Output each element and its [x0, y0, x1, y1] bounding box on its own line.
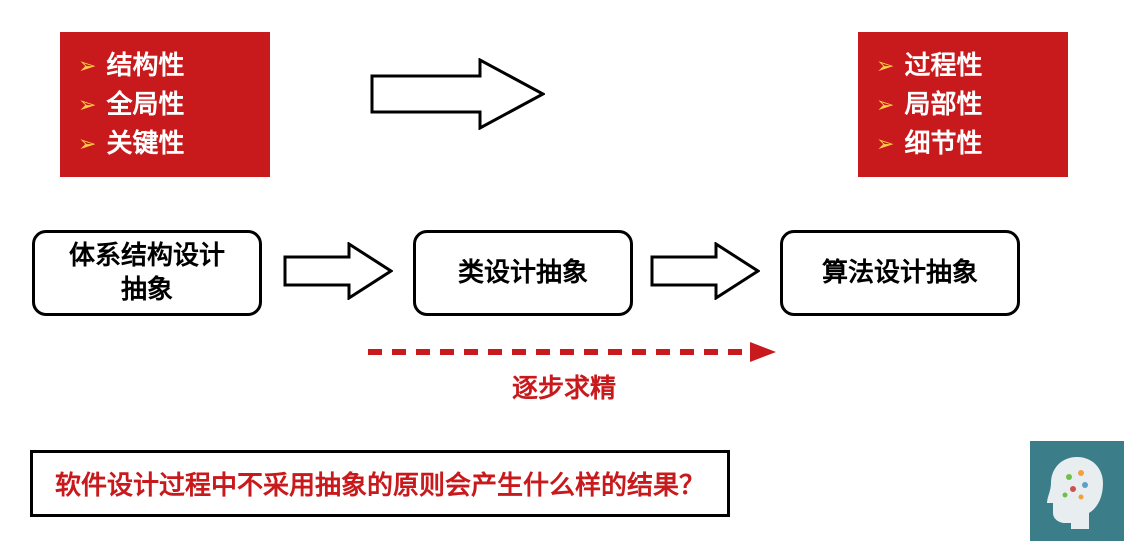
mid-arrow-icon [650, 242, 760, 300]
bullet-item: ➢ 过程性 [876, 46, 1050, 85]
bullet-label: 局部性 [904, 85, 982, 124]
chevron-icon: ➢ [78, 88, 96, 121]
caption-text: 逐步求精 [512, 373, 616, 403]
bullet-label: 关键性 [106, 124, 184, 163]
bullet-label: 过程性 [904, 46, 982, 85]
chevron-icon: ➢ [876, 127, 894, 160]
box-class: 类设计抽象 [413, 230, 633, 316]
caption-refine: 逐步求精 [512, 368, 616, 405]
chevron-icon: ➢ [78, 49, 96, 82]
question-box: 软件设计过程中不采用抽象的原则会产生什么样的结果？ [30, 450, 730, 517]
bullet-item: ➢ 关键性 [78, 124, 252, 163]
red-box-left: ➢ 结构性 ➢ 全局性 ➢ 关键性 [60, 32, 270, 177]
box-arch: 体系结构设计 抽象 [32, 230, 262, 316]
bullet-label: 全局性 [106, 85, 184, 124]
mid-arrow-icon [283, 242, 393, 300]
chevron-icon: ➢ [876, 88, 894, 121]
box-label: 算法设计抽象 [822, 256, 978, 290]
box-label: 类设计抽象 [458, 256, 588, 290]
chevron-icon: ➢ [876, 49, 894, 82]
dashed-arrow-icon [368, 340, 778, 364]
box-algo: 算法设计抽象 [780, 230, 1020, 316]
bullet-label: 细节性 [904, 124, 982, 163]
bullet-item: ➢ 结构性 [78, 46, 252, 85]
top-arrow-icon [370, 58, 545, 130]
brain-icon [1030, 441, 1124, 541]
red-box-right: ➢ 过程性 ➢ 局部性 ➢ 细节性 [858, 32, 1068, 177]
bullet-item: ➢ 细节性 [876, 124, 1050, 163]
bullet-item: ➢ 局部性 [876, 85, 1050, 124]
chevron-icon: ➢ [78, 127, 96, 160]
bullet-item: ➢ 全局性 [78, 85, 252, 124]
box-label-line2: 抽象 [69, 273, 225, 307]
bullet-label: 结构性 [106, 46, 184, 85]
box-label-line1: 体系结构设计 [69, 239, 225, 273]
question-text: 软件设计过程中不采用抽象的原则会产生什么样的结果？ [55, 470, 705, 500]
